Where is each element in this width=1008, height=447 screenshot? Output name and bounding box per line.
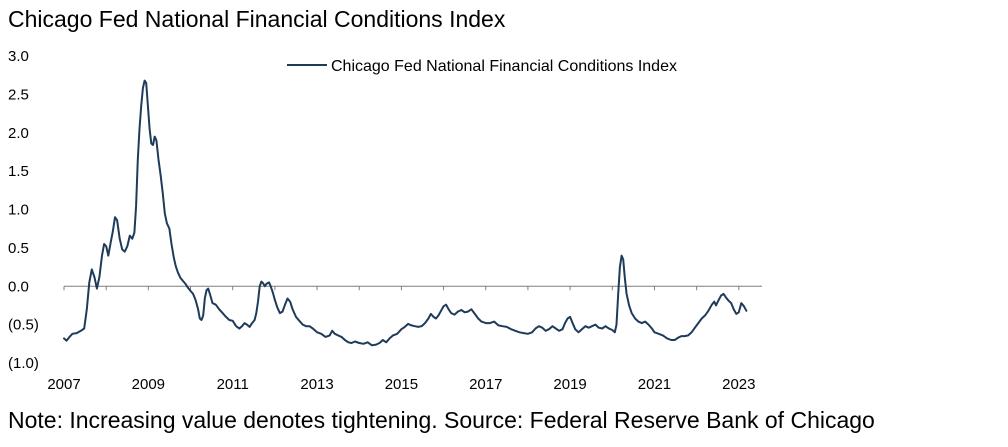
- x-tick-label: 2023: [722, 376, 755, 393]
- y-tick-label: (0.5): [8, 317, 39, 334]
- chart-note: Note: Increasing value denotes tightenin…: [8, 407, 875, 433]
- x-tick-label: 2017: [469, 376, 502, 393]
- x-tick-label: 2019: [553, 376, 586, 393]
- y-tick-label: 3.0: [8, 48, 29, 65]
- y-tick-label: 0.5: [8, 240, 29, 257]
- x-tick-label: 2013: [300, 376, 333, 393]
- x-tick-label: 2015: [385, 376, 418, 393]
- x-tick-label: 2007: [47, 376, 80, 393]
- chart-title: Chicago Fed National Financial Condition…: [8, 6, 506, 32]
- x-tick-label: 2011: [217, 376, 249, 393]
- line-chart: 3.0 2.5 2.0 1.5 1.0 0.5 0.0 (0.5) (1.0) 2007 2009…: [8, 48, 762, 393]
- x-tick-label: 2021: [638, 376, 671, 393]
- x-tick-label: 2009: [132, 376, 165, 393]
- y-tick-label: 0.0: [8, 278, 29, 295]
- nfci-series-line: [63, 79, 748, 347]
- x-axis-tick-labels: 2007 2009 2011 2013 2015 2017 2019 2021 2023: [47, 376, 755, 393]
- y-tick-label: 1.0: [8, 202, 29, 219]
- y-tick-label: 2.0: [8, 125, 29, 142]
- y-axis-tick-labels: 3.0 2.5 2.0 1.5 1.0 0.5 0.0 (0.5) (1.0): [8, 48, 39, 372]
- y-tick-label: 1.5: [8, 163, 29, 180]
- chart-legend: Chicago Fed National Financial Condition…: [287, 58, 677, 75]
- y-tick-label: (1.0): [8, 355, 39, 372]
- y-tick-label: 2.5: [8, 86, 29, 103]
- x-axis-tick-marks: [63, 286, 740, 291]
- legend-label: Chicago Fed National Financial Condition…: [331, 58, 677, 75]
